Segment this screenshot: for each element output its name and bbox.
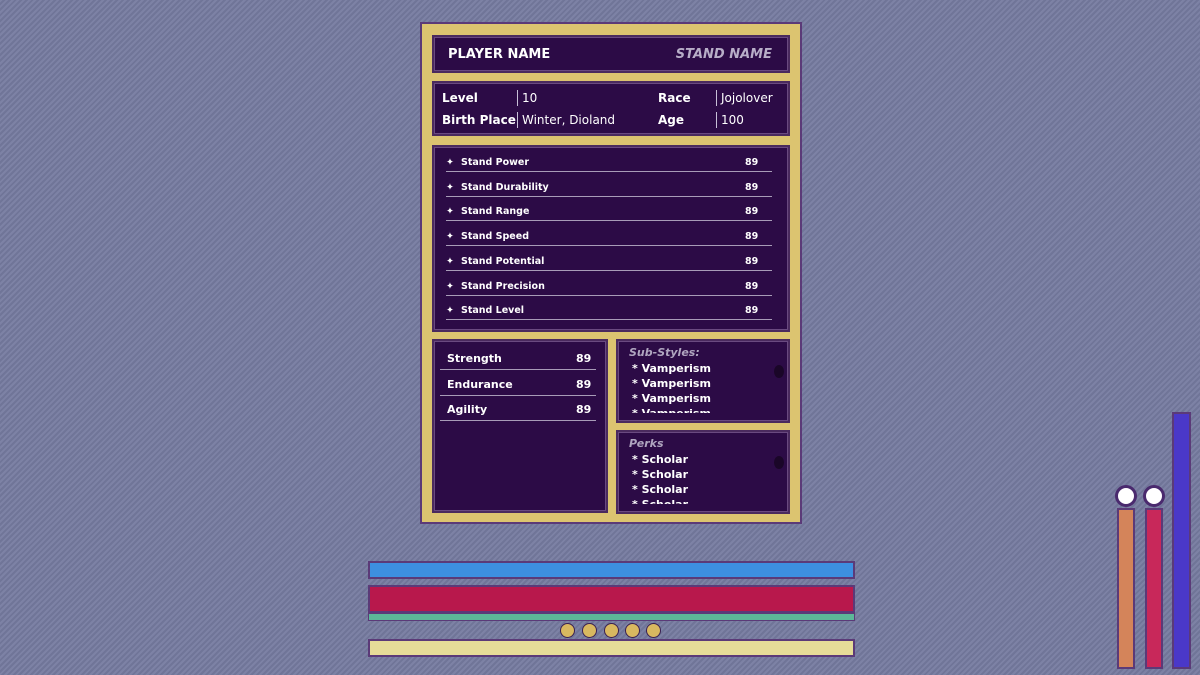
- list-item: * Scholar: [632, 453, 689, 466]
- stand-stat-value: 89: [745, 157, 759, 168]
- player-name: PLAYER NAME: [448, 47, 551, 62]
- stand-stat-name: Stand Level: [461, 305, 525, 317]
- info-value: 10: [522, 91, 538, 105]
- bar-icon[interactable]: [1115, 485, 1137, 507]
- list-items: * Scholar * Scholar * Scholar * Scholar: [632, 453, 772, 504]
- stand-stat-value: 89: [745, 280, 759, 292]
- list-items: * Vamperism * Vamperism * Vamperism * Vampe…: [632, 362, 772, 413]
- info-divider: [716, 90, 717, 106]
- stat-underline: [446, 269, 772, 271]
- stand-stat-name: Stand Power: [461, 157, 530, 168]
- stand-name: STAND NAME: [675, 47, 772, 62]
- list-item: * Vamperism: [632, 377, 711, 390]
- info-value: 100: [721, 113, 744, 127]
- info-divider: [517, 90, 518, 106]
- ability-icon[interactable]: [646, 623, 661, 638]
- ability-icon[interactable]: [604, 623, 619, 638]
- stand-stat-name: Stand Durability: [461, 181, 549, 193]
- ability-icon[interactable]: [582, 623, 597, 638]
- stat-bullet: ✦: [446, 206, 454, 218]
- info-label: Birth Place: [442, 113, 516, 127]
- list-title: Perks: [629, 437, 664, 450]
- stat-underline: [446, 294, 772, 296]
- stat-underline: [446, 245, 772, 247]
- list-item: * Scholar: [632, 483, 689, 496]
- stat-underline: [446, 171, 772, 172]
- sub-styles-box: Sub-Styles: * Vamperism * Vamperism * Vampe…: [616, 339, 790, 423]
- stat-bullet: ✦: [446, 305, 454, 317]
- info-divider: [716, 112, 717, 128]
- stand-stat-name: Stand Precision: [461, 280, 545, 292]
- stats-box: Strength 89 Endurance 89 Agility 89: [432, 339, 608, 513]
- stat-underline: [446, 195, 772, 197]
- info-label: Level: [442, 91, 478, 105]
- info-value: Winter, Dioland: [522, 113, 616, 127]
- stat-name: Agility: [447, 403, 488, 416]
- stat-value: 89: [576, 352, 592, 365]
- perks-box: Perks* Scholar* Scholar* Scholar* Schola…: [616, 430, 790, 514]
- stand-stat-value: 89: [745, 181, 759, 193]
- info-label: Age: [658, 113, 685, 127]
- stat-underline: [446, 220, 772, 222]
- stand-stat-value: 89: [745, 255, 759, 267]
- experience-bar: [368, 639, 855, 657]
- list-item: * Vamperism: [632, 407, 711, 413]
- info-value: Jojolover: [721, 91, 773, 105]
- stat-name: Endurance: [447, 377, 513, 391]
- stat-bullet: ✦: [446, 157, 454, 168]
- info-label: Race: [658, 91, 691, 105]
- stand-stat-value: 89: [745, 305, 759, 317]
- sub-bar: [368, 613, 855, 621]
- stand-stat-value: 89: [745, 206, 759, 218]
- stand-stat-name: Stand Potential: [461, 255, 545, 267]
- stat-bullet: ✦: [446, 231, 454, 243]
- header-box: PLAYER NAME STAND NAME: [432, 35, 790, 73]
- stat-name: Strength: [447, 352, 502, 365]
- stat-value: 89: [576, 377, 592, 391]
- list-item: * Vamperism: [632, 392, 711, 405]
- stand-stats-box: ✦ Stand Power 89 ✦ Stand Durability 89 ✦ Stand …: [432, 145, 790, 332]
- stamina-bar: [368, 585, 855, 613]
- ability-icon[interactable]: [560, 623, 575, 638]
- vertical-bar-orange: [1117, 508, 1135, 669]
- stat-underline: [446, 319, 772, 321]
- bar-icon[interactable]: [1143, 485, 1165, 507]
- stat-underline: [440, 369, 596, 370]
- list-item: * Scholar: [632, 468, 689, 481]
- stand-stat-name: Stand Speed: [461, 231, 529, 243]
- stat-bullet: ✦: [446, 280, 454, 292]
- list-title: Sub-Styles:: [629, 346, 700, 359]
- vertical-bar-blue: [1172, 412, 1191, 669]
- stat-bullet: ✦: [446, 181, 454, 193]
- info-box: Level 10 Race Jojolover Birth Place Winter, D…: [432, 81, 790, 136]
- character-sheet: PLAYER NAME STAND NAME Level 10 Race Jojolo…: [420, 22, 802, 524]
- info-divider: [517, 112, 518, 128]
- health-bar: [368, 561, 855, 579]
- stand-stat-value: 89: [745, 231, 759, 243]
- list-item: * Scholar: [632, 498, 688, 504]
- stat-underline: [440, 420, 596, 421]
- scroll-knob: [774, 365, 784, 378]
- stat-bullet: ✦: [446, 255, 454, 267]
- stat-underline: [440, 394, 596, 396]
- list-item: * Vamperism: [632, 362, 711, 375]
- scroll-knob: [774, 456, 784, 469]
- vertical-bar-red: [1145, 508, 1163, 669]
- ability-icon[interactable]: [625, 623, 640, 638]
- stat-value: 89: [576, 403, 592, 416]
- stand-stat-name: Stand Range: [461, 206, 530, 218]
